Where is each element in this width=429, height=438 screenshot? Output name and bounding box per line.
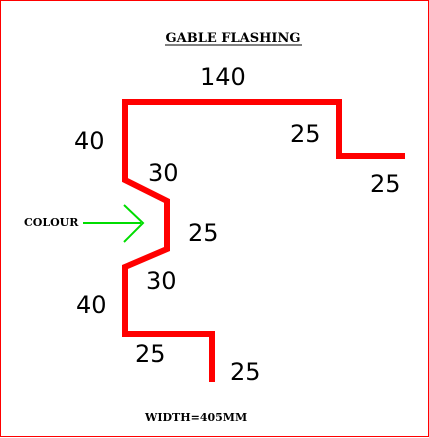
dim-upper-bevel: 30 xyxy=(148,159,179,187)
dim-lower-left: 40 xyxy=(76,291,107,319)
dim-notch: 25 xyxy=(188,219,219,247)
width-note: WIDTH=405MM xyxy=(144,411,247,424)
dim-right-return: 25 xyxy=(370,170,401,198)
dim-right-drop: 25 xyxy=(290,120,321,148)
diagram-title: GABLE FLASHING xyxy=(166,31,301,46)
flashing-profile xyxy=(122,99,405,382)
dim-bottom-run: 25 xyxy=(135,340,166,368)
colour-side-arrow xyxy=(83,204,145,243)
dim-bottom-drip: 25 xyxy=(230,358,261,386)
dim-lower-bevel: 30 xyxy=(146,267,177,295)
dim-top: 140 xyxy=(200,63,246,91)
arrow-head xyxy=(123,204,145,243)
dim-upper-left: 40 xyxy=(74,127,105,155)
colour-label: COLOUR xyxy=(24,216,79,229)
